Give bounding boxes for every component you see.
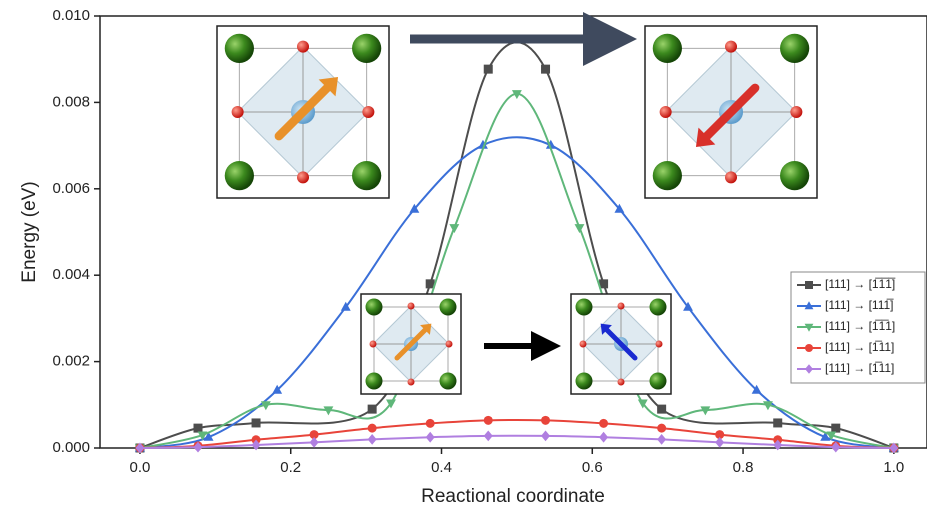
inset	[217, 26, 389, 198]
atom-o	[660, 106, 672, 118]
marker	[657, 424, 666, 433]
atom-a	[650, 373, 667, 390]
marker	[805, 344, 813, 352]
atom-a	[352, 34, 381, 63]
marker	[252, 418, 261, 427]
legend-label: [111] → [111̅]	[825, 298, 894, 312]
atom-a	[225, 34, 254, 63]
atom-o	[618, 379, 625, 386]
marker	[426, 432, 435, 443]
atom-a	[440, 373, 457, 390]
x-tick-label: 0.2	[280, 459, 301, 476]
marker	[426, 419, 435, 428]
y-tick-label: 0.002	[52, 353, 90, 370]
atom-a	[780, 161, 809, 190]
x-axis-label: Reactional coordinate	[421, 486, 605, 507]
marker	[541, 416, 550, 425]
y-tick-label: 0.004	[52, 266, 90, 283]
atom-a	[366, 299, 383, 316]
atom-o	[362, 106, 374, 118]
atom-a	[653, 34, 682, 63]
x-tick-label: 0.4	[431, 459, 452, 476]
inset	[571, 294, 671, 394]
marker	[368, 434, 377, 445]
marker	[484, 416, 493, 425]
legend-label: [111] → [1̅1̅1̅]	[825, 277, 896, 291]
atom-o	[725, 41, 737, 53]
atom-a	[366, 373, 383, 390]
x-tick-label: 0.6	[582, 459, 603, 476]
x-tick-label: 0.8	[733, 459, 754, 476]
marker	[449, 224, 459, 233]
inset	[361, 294, 461, 394]
atom-o	[580, 341, 587, 348]
marker	[484, 65, 493, 74]
x-tick-label: 0.0	[130, 459, 151, 476]
atom-o	[408, 379, 415, 386]
atom-a	[780, 34, 809, 63]
atom-o	[446, 341, 453, 348]
marker	[310, 437, 319, 448]
y-tick-label: 0.006	[52, 180, 90, 197]
marker	[599, 432, 608, 443]
marker	[575, 224, 585, 233]
inset	[645, 26, 817, 198]
atom-o	[656, 341, 663, 348]
atom-o	[232, 106, 244, 118]
atom-a	[650, 299, 667, 316]
marker	[599, 419, 608, 428]
legend-label: [111] → [1̅11]	[825, 340, 894, 354]
atom-o	[618, 303, 625, 310]
atom-o	[297, 171, 309, 183]
marker	[805, 281, 813, 289]
marker	[657, 405, 666, 414]
atom-o	[297, 41, 309, 53]
marker	[368, 424, 377, 433]
y-tick-label: 0.000	[52, 439, 90, 456]
marker	[541, 65, 550, 74]
atom-a	[352, 161, 381, 190]
y-axis-label: Energy (eV)	[19, 181, 40, 282]
marker	[715, 437, 724, 448]
marker	[541, 431, 550, 442]
x-tick-label: 1.0	[883, 459, 904, 476]
legend-label: [111] → [1̅1̅1]	[825, 319, 895, 333]
atom-a	[653, 161, 682, 190]
insets	[217, 26, 817, 394]
chart: 0.0 0.2 0.4 0.6 0.8 1.0 0.000 0.002 0.004 0.006 0.…	[0, 0, 927, 515]
marker	[368, 405, 377, 414]
atom-o	[408, 303, 415, 310]
marker	[194, 424, 203, 433]
legend: [111] → [1̅1̅1̅] [111] → [111̅] [111] → [1…	[791, 272, 925, 383]
atom-a	[440, 299, 457, 316]
y-tick-label: 0.008	[52, 93, 90, 110]
atom-o	[370, 341, 377, 348]
atom-o	[725, 171, 737, 183]
legend-label: [111] → [1̅11]	[825, 361, 894, 375]
marker	[484, 431, 493, 442]
atom-a	[576, 373, 593, 390]
atom-o	[790, 106, 802, 118]
y-tick-label: 0.010	[52, 7, 90, 24]
marker	[657, 434, 666, 445]
atom-a	[576, 299, 593, 316]
marker	[831, 424, 840, 433]
atom-a	[225, 161, 254, 190]
marker	[773, 418, 782, 427]
